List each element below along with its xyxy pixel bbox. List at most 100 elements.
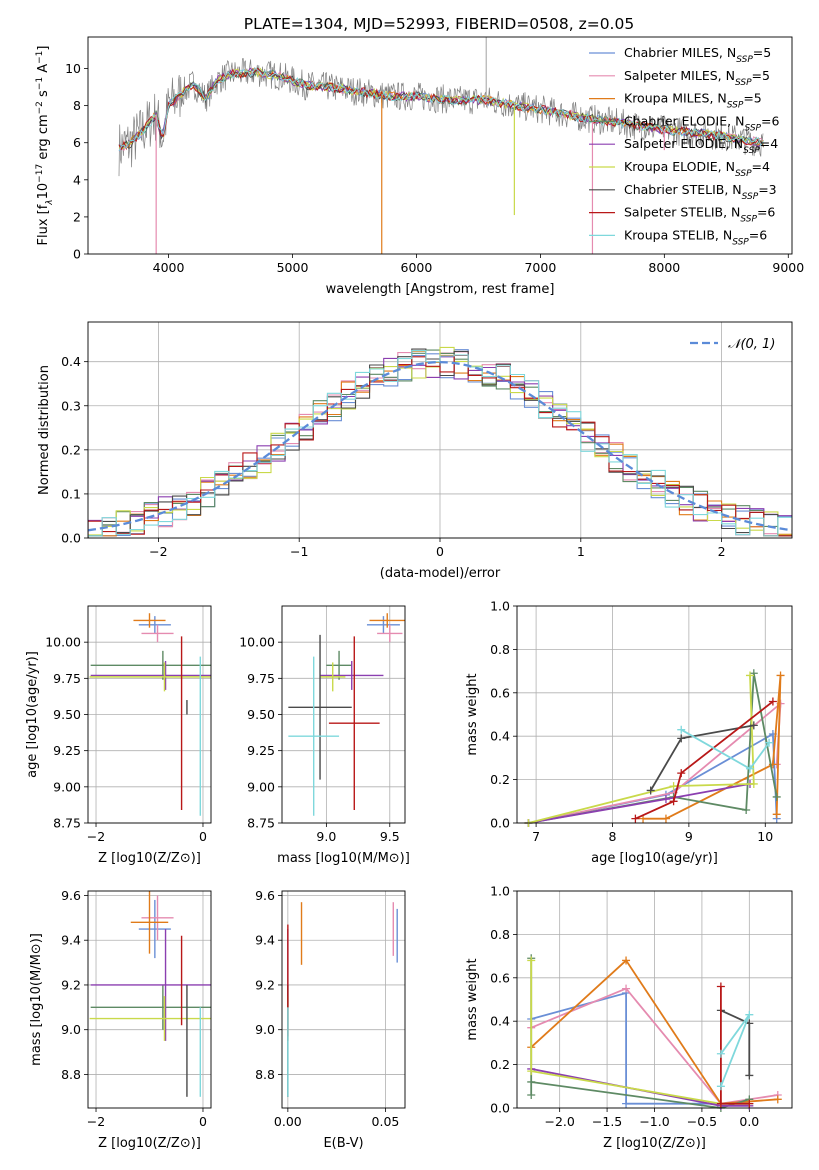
- legend-name: Kroupa ELODIE, N: [624, 159, 735, 174]
- weight-marker: [631, 814, 640, 823]
- legend-sub: SSP: [744, 123, 761, 133]
- y-tick-label: 9.50: [247, 707, 275, 722]
- legend-entry: Chabrier ELODIE, NSSP=6: [624, 113, 779, 133]
- legend-nssp: =6: [749, 227, 767, 242]
- x-tick-label: 6000: [401, 260, 433, 275]
- weight-line-kroupa-elodie: [528, 675, 755, 824]
- y-label-part: Flux [f: [36, 204, 51, 245]
- weight-marker: [742, 805, 751, 814]
- y-tick-label: 8.75: [247, 816, 275, 831]
- weight-marker: [772, 792, 781, 801]
- y-tick-label: 0.8: [490, 927, 510, 942]
- y-label-part: A: [36, 64, 51, 77]
- y-tick-label: 9.25: [247, 743, 275, 758]
- y-tick-label: 0.6: [490, 685, 510, 700]
- y-tick-label: 9.6: [255, 888, 275, 903]
- x-tick-label: 0.0: [739, 1114, 759, 1129]
- y-tick-label: 8.8: [61, 1067, 81, 1082]
- legend-nssp: =4: [752, 159, 770, 174]
- y-tick-label: 0.4: [490, 1014, 510, 1029]
- legend-nssp: =3: [758, 182, 776, 197]
- model-spectrum-kroupa-stelib: [118, 67, 764, 152]
- weight-marker: [772, 810, 781, 819]
- x-tick-label: 9000: [772, 260, 804, 275]
- weight-marker: [646, 786, 655, 795]
- weight-marker: [716, 1049, 725, 1058]
- y-tick-label: 6: [73, 135, 81, 150]
- weight-marker: [622, 1099, 631, 1108]
- x-tick-label: 0.05: [372, 1114, 400, 1129]
- legend-entry: Salpeter STELIB, NSSP=6: [624, 205, 775, 225]
- errorbars: [89, 891, 211, 1097]
- y-tick-label: 0: [73, 247, 81, 262]
- weight-marker: [661, 795, 670, 804]
- legend-nssp: =6: [757, 205, 775, 220]
- y-axis-label: mass weight: [465, 958, 480, 1040]
- mass-weight-vs-Z-panel: −2.0 −1.5 −1.0 −0.5 0.0 0.0 0.2 0.4 0.6 0.8 1.0 Z […: [465, 884, 793, 1151]
- x-tick-label: 0: [436, 544, 444, 559]
- x-tick-label: 1: [577, 544, 585, 559]
- spectrum-lines: [118, 37, 764, 254]
- x-tick-label: 8: [609, 829, 617, 844]
- weight-line-salpeter-stelib: [635, 700, 774, 820]
- x-tick-label: −1.5: [592, 1114, 622, 1129]
- y-tick-label: 0.2: [490, 772, 510, 787]
- axes-frame: [281, 605, 406, 824]
- weight-marker: [776, 671, 785, 680]
- x-axis-label: age [log10(age/yr)]: [591, 851, 718, 866]
- y-label-part: −1: [35, 77, 45, 90]
- y-tick-label: 9.50: [53, 707, 81, 722]
- y-label-part: −17: [35, 164, 45, 183]
- y-tick-label: 10.00: [45, 635, 81, 650]
- age-vs-Z-panel: −2 0 8.75 9.00 9.25 9.50 9.75 10.00 Z [log10(Z/Z…: [25, 605, 212, 866]
- y-tick-label: 1.0: [490, 599, 510, 614]
- weight-marker: [745, 1071, 754, 1080]
- x-tick-label: 0: [199, 1114, 207, 1129]
- axes-frame: [281, 890, 406, 1109]
- weight-marker: [716, 982, 725, 991]
- y-tick-label: 0.4: [61, 354, 81, 369]
- y-axis-label: Normed distribution: [37, 365, 52, 495]
- weight-marker: [745, 1010, 754, 1019]
- legend-nssp: =5: [752, 68, 770, 83]
- y-axis-label: Flux [fλ10−17 erg cm−2 s−1 A−1]: [35, 46, 55, 246]
- weight-marker: [749, 721, 758, 730]
- axes-frame: [516, 605, 793, 824]
- y-label-part: erg cm: [36, 114, 51, 163]
- y-tick-label: 4: [73, 172, 81, 187]
- y-tick-label: 9.2: [255, 977, 275, 992]
- y-tick-label: 2: [73, 209, 81, 224]
- axes-frame: [516, 890, 793, 1109]
- legend-sub: SSP: [732, 237, 749, 247]
- histograms: [88, 346, 792, 538]
- figure-title: PLATE=1304, MJD=52993, FIBERID=0508, z=0…: [244, 15, 634, 33]
- y-tick-label: 9.00: [53, 779, 81, 794]
- axes-frame: [87, 321, 793, 539]
- axes-frame: [87, 36, 793, 255]
- legend-sub: SSP: [736, 55, 753, 65]
- chart-panels: 4000 5000 6000 7000 8000 90000246810wavelengt…: [25, 36, 804, 1151]
- y-tick-label: 9.75: [53, 671, 81, 686]
- weight-marker: [745, 764, 754, 773]
- y-tick-label: 0.2: [61, 442, 81, 457]
- weight-marker: [677, 734, 686, 743]
- y-label-part: −2: [35, 101, 45, 114]
- y-axis-label: age [log10(age/yr)]: [25, 651, 40, 778]
- legend-name: Kroupa STELIB, N: [624, 227, 732, 242]
- weight-marker: [527, 1090, 536, 1099]
- x-tick-label: −2: [87, 829, 105, 844]
- x-tick-label: 10: [757, 829, 773, 844]
- residuals-panel: −2 −1 0 1 2 0.0 0.1 0.2 0.3 0.4 (data-model)/error…: [37, 321, 793, 581]
- y-tick-label: 0.3: [61, 398, 81, 413]
- x-tick-label: 9.0: [316, 829, 336, 844]
- weight-marker: [677, 769, 686, 778]
- mass-vs-EBV-panel: 0.00 0.05 8.8 9.0 9.2 9.4 9.6 E(B-V): [255, 888, 406, 1151]
- legend-entry: Kroupa MILES, NSSP=5: [624, 91, 762, 111]
- x-axis-label: (data-model)/error: [380, 566, 501, 581]
- x-tick-label: −0.5: [687, 1114, 717, 1129]
- weight-marker: [745, 671, 754, 680]
- x-axis-label: wavelength [Angstrom, rest frame]: [326, 282, 555, 297]
- errorbars: [287, 902, 398, 1097]
- x-axis-label: E(B-V): [323, 1136, 363, 1151]
- y-tick-label: 0.8: [490, 642, 510, 657]
